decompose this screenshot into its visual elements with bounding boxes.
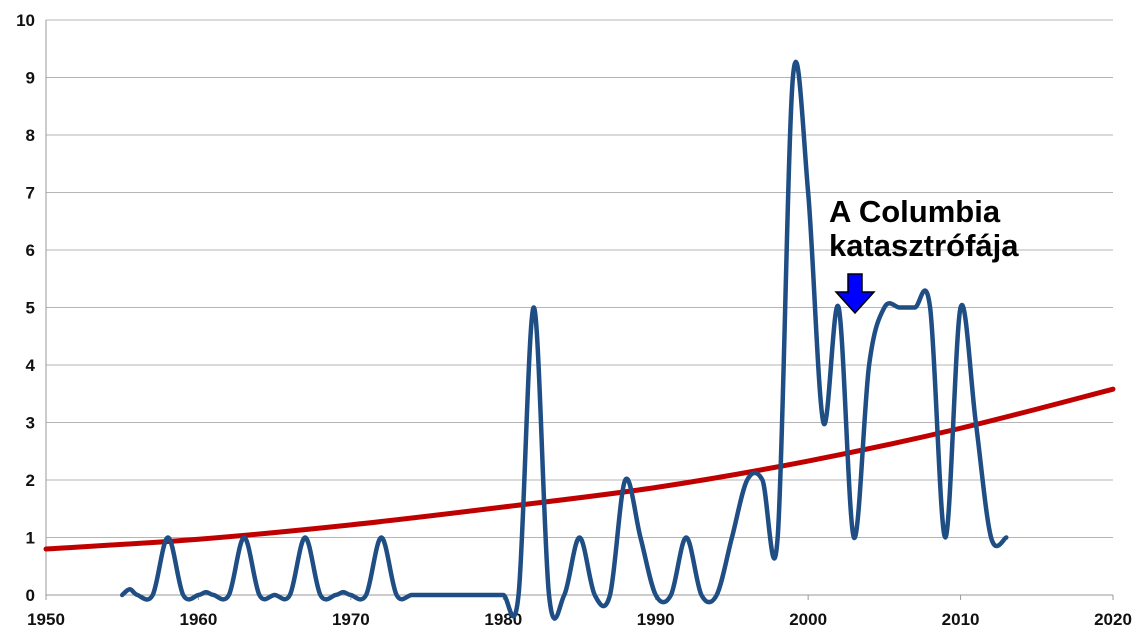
y-tick-label: 10 — [16, 11, 35, 30]
y-tick-label: 8 — [26, 126, 35, 145]
grid — [45, 19, 1114, 600]
x-tick-label: 2020 — [1094, 610, 1132, 629]
x-tick-label: 1960 — [180, 610, 218, 629]
y-tick-label: 9 — [26, 69, 35, 88]
y-tick-label: 5 — [26, 299, 35, 318]
y-tick-label: 7 — [26, 184, 35, 203]
y-tick-labels: 0 1 2 3 4 5 6 7 8 9 10 — [16, 11, 35, 605]
x-tick-label: 1990 — [637, 610, 675, 629]
annotation: A Columbia katasztrófája — [829, 194, 1019, 315]
x-tick-label: 1970 — [332, 610, 370, 629]
y-tick-label: 4 — [26, 356, 36, 375]
y-tick-label: 6 — [26, 241, 35, 260]
y-tick-label: 2 — [26, 471, 35, 490]
y-tick-label: 3 — [26, 414, 35, 433]
trend-line — [43, 386, 1116, 552]
annotation-line-1: A Columbia — [829, 194, 1001, 229]
x-tick-label: 2010 — [942, 610, 980, 629]
x-tick-label: 2000 — [789, 610, 827, 629]
y-tick-label: 0 — [26, 586, 35, 605]
x-tick-label: 1950 — [27, 610, 65, 629]
axes — [45, 20, 1113, 596]
series-lines — [43, 59, 1116, 621]
data-points — [46, 77, 1113, 595]
x-tick-labels: 1950 1960 1970 1980 1990 2000 2010 2020 — [27, 610, 1132, 629]
annotation-line-2: katasztrófája — [829, 228, 1019, 263]
arrow-down-icon — [834, 273, 876, 315]
y-tick-label: 1 — [26, 529, 35, 548]
data-line — [119, 59, 1009, 621]
